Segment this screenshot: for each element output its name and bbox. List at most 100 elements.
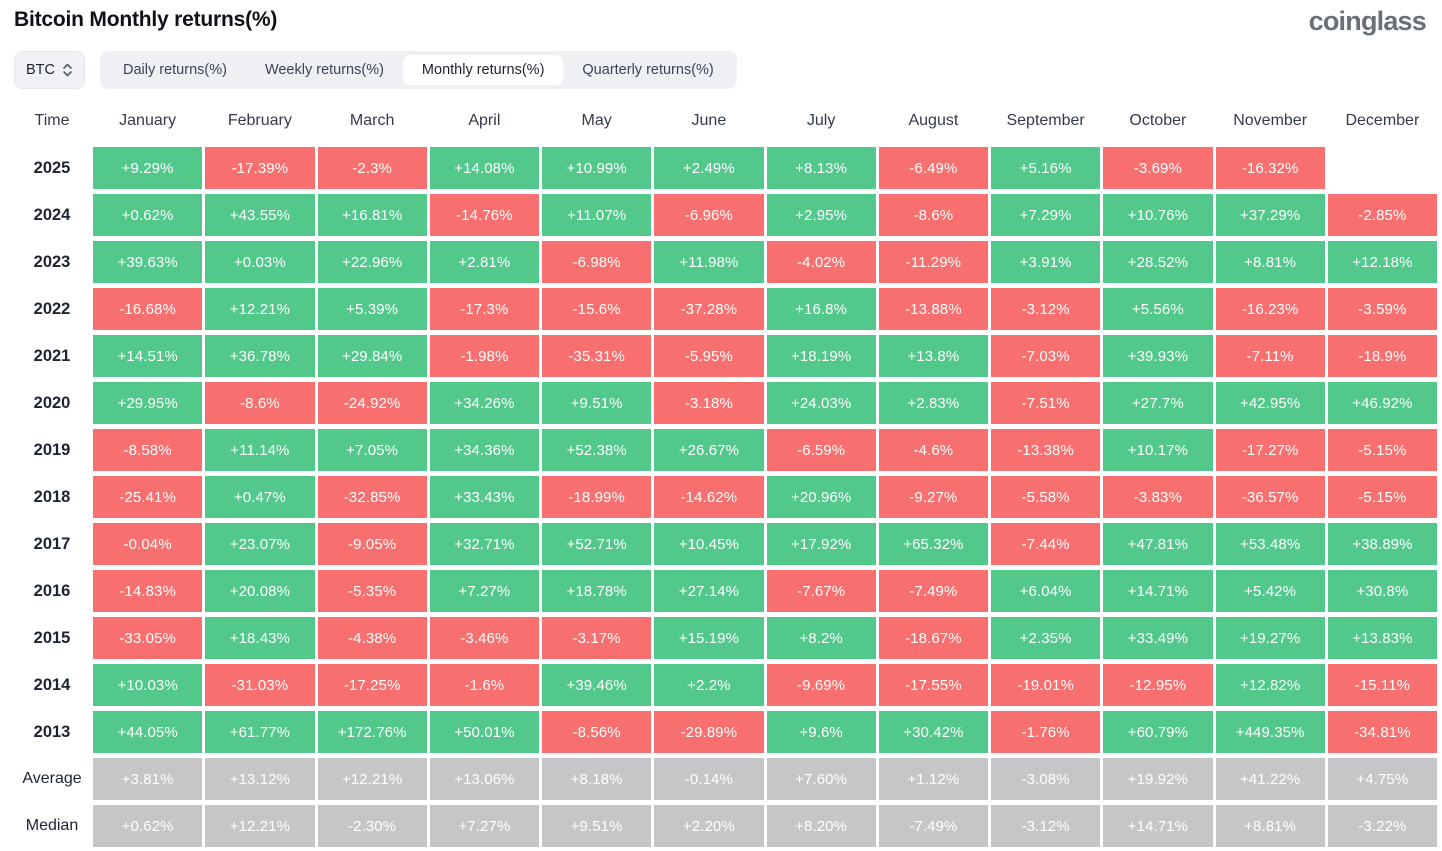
return-cell: +2.2% — [654, 664, 764, 706]
return-cell: +5.16% — [991, 147, 1101, 189]
return-cell: -5.15% — [1327, 476, 1437, 518]
month-header: October — [1129, 112, 1187, 129]
return-cell: -7.44% — [991, 523, 1101, 565]
returns-tabs: Daily returns(%) Weekly returns(%) Monthly… — [100, 51, 737, 89]
return-cell: +12.18% — [1327, 241, 1437, 283]
table-row-2018: 2018 -25.41% +0.47% -32.85% +33.43% -18.99% -1… — [14, 476, 1437, 518]
table-row-2017: 2017 -0.04% +23.07% -9.05% +32.71% +52.71% +10… — [14, 523, 1437, 565]
return-cell: -17.55% — [878, 664, 988, 706]
return-cell: +8.13% — [766, 147, 876, 189]
return-cell: +14.08% — [429, 147, 539, 189]
return-cell: -9.27% — [878, 476, 988, 518]
return-cell: -8.6% — [878, 194, 988, 236]
return-cell: +14.71% — [1103, 805, 1213, 847]
return-cell-empty — [1328, 147, 1437, 189]
time-header: Time — [34, 112, 70, 129]
return-cell: +30.42% — [878, 711, 988, 753]
return-cell: +0.62% — [93, 194, 203, 236]
symbol-selector-label: BTC — [26, 62, 55, 78]
month-header: May — [581, 112, 612, 129]
return-cell: -7.49% — [878, 805, 988, 847]
return-cell: +42.95% — [1215, 382, 1325, 424]
tab-monthly-returns[interactable]: Monthly returns(%) — [402, 55, 564, 85]
return-cell: +7.60% — [766, 758, 876, 800]
return-cell: +20.08% — [205, 570, 315, 612]
return-cell: -16.23% — [1215, 288, 1325, 330]
month-header: December — [1345, 112, 1420, 129]
return-cell: -6.96% — [654, 194, 764, 236]
return-cell: -35.31% — [542, 335, 652, 377]
return-cell: -3.59% — [1327, 288, 1437, 330]
return-cell: +6.04% — [991, 570, 1101, 612]
return-cell: +9.51% — [542, 382, 652, 424]
return-cell: +10.17% — [1103, 429, 1213, 471]
return-cell: +2.81% — [429, 241, 539, 283]
return-cell: -0.04% — [93, 523, 203, 565]
return-cell: -33.05% — [93, 617, 203, 659]
return-cell: -7.67% — [766, 570, 876, 612]
return-cell: +15.19% — [654, 617, 764, 659]
return-cell: -1.98% — [429, 335, 539, 377]
return-cell: -31.03% — [205, 664, 315, 706]
return-cell: +38.89% — [1327, 523, 1437, 565]
return-cell: -5.95% — [654, 335, 764, 377]
return-cell: +52.71% — [542, 523, 652, 565]
return-cell: +14.71% — [1103, 570, 1213, 612]
return-cell: -37.28% — [654, 288, 764, 330]
return-cell: +0.62% — [93, 805, 203, 847]
month-header: January — [119, 112, 177, 129]
return-cell: +32.71% — [429, 523, 539, 565]
return-cell: -16.32% — [1215, 147, 1325, 189]
return-cell: +37.29% — [1215, 194, 1325, 236]
months-header-row: Time January February March April May June Jul… — [14, 101, 1437, 141]
return-cell: -1.76% — [991, 711, 1101, 753]
row-label: 2015 — [33, 628, 71, 647]
return-cell: +449.35% — [1215, 711, 1325, 753]
return-cell: -18.9% — [1327, 335, 1437, 377]
return-cell: -6.98% — [542, 241, 652, 283]
row-label: 2020 — [33, 393, 71, 412]
return-cell: +7.27% — [429, 805, 539, 847]
return-cell: -16.68% — [93, 288, 203, 330]
return-cell: -3.12% — [991, 288, 1101, 330]
return-cell: -17.27% — [1215, 429, 1325, 471]
return-cell: +11.07% — [542, 194, 652, 236]
return-cell: +16.81% — [317, 194, 427, 236]
table-row-2022: 2022 -16.68% +12.21% +5.39% -17.3% -15.6% -37.… — [14, 288, 1437, 330]
return-cell: +9.6% — [766, 711, 876, 753]
return-cell: +1.12% — [878, 758, 988, 800]
return-cell: +20.96% — [766, 476, 876, 518]
return-cell: -5.58% — [991, 476, 1101, 518]
return-cell: +2.35% — [991, 617, 1101, 659]
tab-weekly-returns[interactable]: Weekly returns(%) — [264, 62, 384, 78]
return-cell: +13.06% — [429, 758, 539, 800]
return-cell: +2.20% — [654, 805, 764, 847]
return-cell: +18.19% — [766, 335, 876, 377]
month-header: July — [806, 112, 836, 129]
row-label: 2019 — [33, 440, 71, 459]
return-cell: +0.03% — [205, 241, 315, 283]
symbol-selector[interactable]: BTC — [14, 51, 85, 89]
return-cell: -17.39% — [205, 147, 315, 189]
month-header: November — [1233, 112, 1308, 129]
topbar: Bitcoin Monthly returns(%) coinglass — [0, 0, 1442, 35]
row-label: 2013 — [33, 722, 71, 741]
return-cell: +10.76% — [1103, 194, 1213, 236]
return-cell: -17.3% — [429, 288, 539, 330]
return-cell: +3.81% — [93, 758, 203, 800]
return-cell: +23.07% — [205, 523, 315, 565]
return-cell: +4.75% — [1327, 758, 1437, 800]
return-cell: +19.92% — [1103, 758, 1213, 800]
tab-quarterly-returns[interactable]: Quarterly returns(%) — [582, 62, 714, 78]
return-cell: -3.83% — [1103, 476, 1213, 518]
return-cell: +10.45% — [654, 523, 764, 565]
return-cell: -4.38% — [317, 617, 427, 659]
return-cell: +60.79% — [1103, 711, 1213, 753]
return-cell: -9.69% — [766, 664, 876, 706]
tab-daily-returns[interactable]: Daily returns(%) — [123, 62, 227, 78]
return-cell: +18.78% — [542, 570, 652, 612]
return-cell: -15.6% — [542, 288, 652, 330]
return-cell: +7.05% — [317, 429, 427, 471]
return-cell: -2.30% — [317, 805, 427, 847]
row-label: 2022 — [33, 299, 71, 318]
